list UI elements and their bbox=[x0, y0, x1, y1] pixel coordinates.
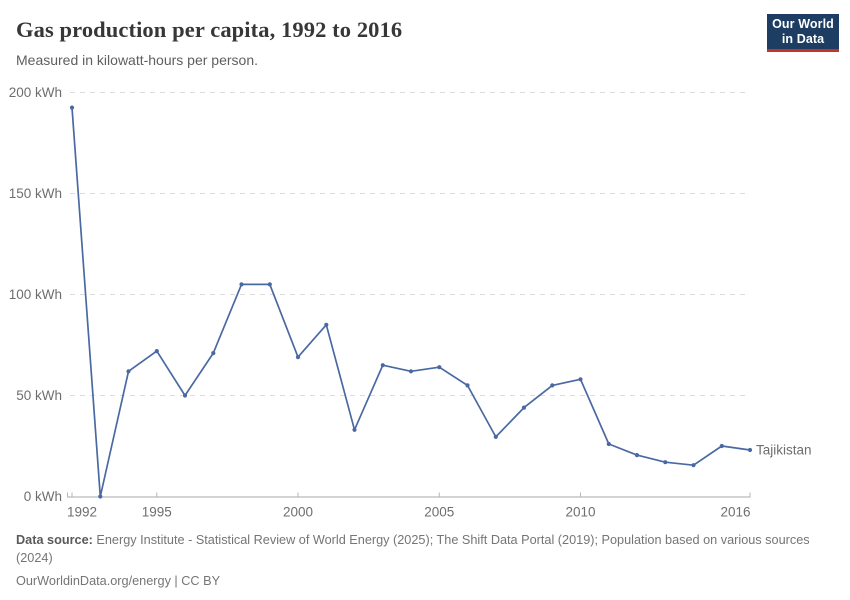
owid-logo-text-line2: in Data bbox=[781, 31, 825, 46]
owid-logo-text-line1: Our World bbox=[772, 17, 834, 31]
x-axis-tick-label: 1992 bbox=[67, 504, 97, 519]
data-point[interactable] bbox=[324, 322, 329, 327]
series-label[interactable]: Tajikistan bbox=[756, 442, 812, 457]
data-point[interactable] bbox=[69, 105, 75, 110]
x-axis-tick-label: 1995 bbox=[142, 504, 172, 519]
data-source-label: Data source: bbox=[16, 533, 93, 547]
license-line: OurWorldinData.org/energy | CC BY bbox=[16, 573, 221, 588]
chart-header: Gas production per capita, 1992 to 2016 … bbox=[16, 16, 746, 69]
data-point[interactable] bbox=[691, 463, 696, 468]
data-point[interactable] bbox=[437, 365, 442, 370]
x-axis-tick-label: 2016 bbox=[720, 504, 750, 519]
x-axis-tick-label: 2000 bbox=[283, 504, 313, 519]
x-axis-tick-label: 2005 bbox=[424, 504, 454, 519]
owid-logo[interactable]: Our World in Data bbox=[767, 14, 839, 52]
chart-footer: Data source: Energy Institute - Statisti… bbox=[16, 531, 828, 590]
data-point[interactable] bbox=[239, 282, 244, 287]
x-axis-tick-label: 2010 bbox=[565, 504, 595, 519]
chart-subtitle: Measured in kilowatt-hours per person. bbox=[16, 52, 259, 68]
data-point[interactable] bbox=[408, 369, 414, 374]
data-point[interactable] bbox=[380, 363, 385, 368]
data-point[interactable] bbox=[521, 405, 527, 410]
page-title: Gas production per capita, 1992 to 2016 bbox=[16, 17, 403, 42]
y-axis-tick-label: 50 kWh bbox=[16, 388, 62, 403]
data-point[interactable] bbox=[550, 383, 555, 388]
data-point[interactable] bbox=[98, 494, 103, 499]
data-point[interactable] bbox=[663, 460, 668, 465]
data-point[interactable] bbox=[465, 383, 470, 388]
data-point[interactable] bbox=[295, 355, 301, 360]
data-point[interactable] bbox=[493, 434, 498, 439]
data-point[interactable] bbox=[211, 351, 216, 356]
data-point[interactable] bbox=[267, 282, 272, 287]
data-point[interactable] bbox=[352, 427, 357, 432]
data-source-text: Energy Institute - Statistical Review of… bbox=[16, 533, 810, 566]
data-point[interactable] bbox=[182, 393, 188, 398]
y-axis-tick-label: 200 kWh bbox=[9, 85, 62, 100]
data-source-line: Data source: Energy Institute - Statisti… bbox=[16, 531, 828, 568]
data-point[interactable] bbox=[126, 369, 131, 374]
data-point[interactable] bbox=[154, 349, 159, 354]
y-axis-tick-label: 100 kWh bbox=[9, 287, 62, 302]
data-point[interactable] bbox=[634, 453, 640, 458]
data-point[interactable] bbox=[747, 447, 753, 453]
data-point[interactable] bbox=[606, 441, 611, 447]
data-line bbox=[71, 106, 751, 498]
y-axis-tick-label: 150 kWh bbox=[9, 186, 62, 201]
y-axis-tick-label: 0 kWh bbox=[24, 489, 62, 504]
data-point[interactable] bbox=[578, 377, 583, 382]
data-point[interactable] bbox=[719, 443, 724, 449]
